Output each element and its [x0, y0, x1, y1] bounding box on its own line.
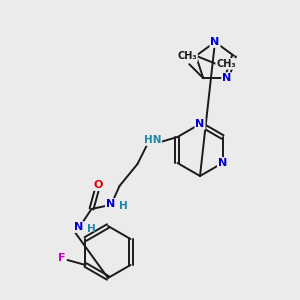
Text: H: H — [88, 224, 96, 234]
Text: N: N — [74, 222, 83, 232]
Text: O: O — [94, 180, 103, 190]
Text: N: N — [222, 73, 231, 83]
Text: N: N — [106, 199, 115, 209]
Text: H: H — [119, 201, 128, 211]
Text: N: N — [218, 158, 227, 168]
Text: N: N — [210, 37, 220, 47]
Text: N: N — [195, 119, 205, 129]
Text: F: F — [58, 253, 65, 263]
Text: CH₃: CH₃ — [177, 51, 197, 61]
Text: HN: HN — [144, 135, 161, 145]
Text: CH₃: CH₃ — [216, 59, 236, 69]
